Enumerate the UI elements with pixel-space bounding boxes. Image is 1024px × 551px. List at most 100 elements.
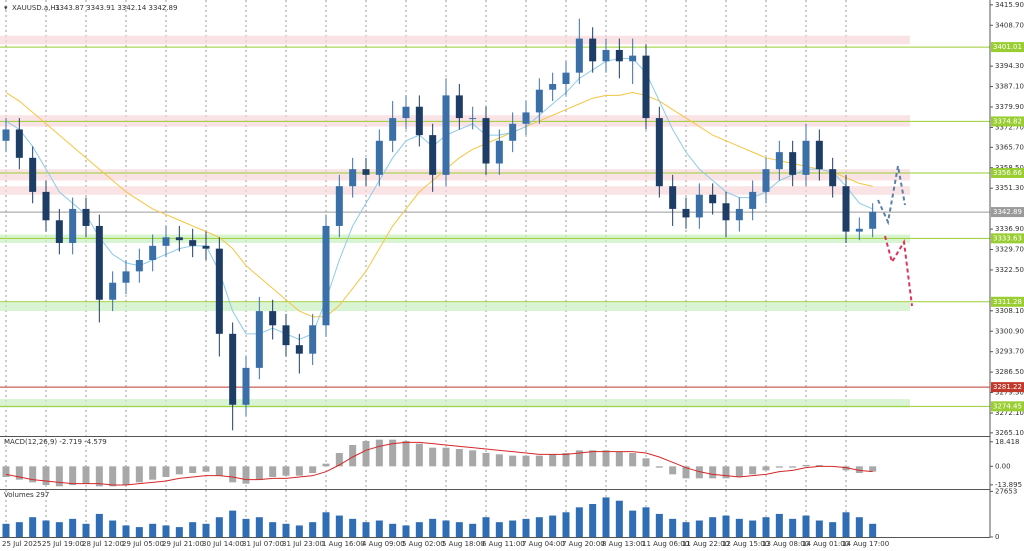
volume-bar (669, 518, 677, 537)
x-tick-label: 13 Aug 08:00 (762, 540, 809, 548)
candle-body (402, 106, 410, 119)
candle-body (282, 325, 290, 346)
volume-bar (695, 520, 703, 537)
volume-bar (575, 507, 583, 537)
candle-body (722, 203, 730, 221)
volume-bar (429, 518, 437, 537)
macd-bar (762, 466, 770, 471)
level-tag (991, 116, 1024, 127)
volume-bar (202, 523, 210, 537)
y-tick-label: 3394.30 (995, 62, 1024, 70)
candle-body (735, 208, 743, 221)
volume-bar (495, 522, 503, 537)
volume-bar (762, 517, 770, 537)
macd-bar (349, 445, 357, 467)
macd-bar (575, 450, 583, 467)
candle-body (482, 118, 490, 164)
macd-bar (709, 466, 717, 479)
y-tick-label: 3408.70 (995, 21, 1024, 29)
candle-body (42, 191, 50, 221)
volume-bar (149, 523, 157, 537)
zone (0, 35, 910, 45)
macd-bar (602, 450, 610, 467)
y-tick-label: 3387.10 (995, 83, 1024, 91)
x-tick-label: 1 Aug 16:00 (322, 540, 365, 548)
x-tick-label: 30 Jul 14:00 (202, 540, 244, 548)
candle-body (695, 194, 703, 218)
volume-bar (375, 520, 383, 537)
x-tick-label: 11 Aug 22:00 (682, 540, 729, 548)
zone (0, 399, 910, 408)
x-tick-label: 8 Aug 13:00 (602, 540, 645, 548)
candle-body (335, 186, 343, 226)
candle-body (122, 271, 130, 283)
volume-bar (535, 517, 543, 537)
macd-bar (735, 466, 743, 477)
volume-bar (95, 513, 103, 537)
candle-body (469, 118, 477, 120)
level-label: 3333.63 (993, 234, 1022, 242)
y-tick-label: 3322.50 (995, 266, 1024, 274)
y-tick-label: 3300.90 (995, 327, 1024, 335)
macd-bar (42, 466, 50, 485)
volume-bar (162, 525, 170, 537)
volume-bar (295, 525, 303, 537)
level-label: 3374.82 (993, 117, 1022, 125)
candle-body (789, 152, 797, 175)
volume-bar (215, 517, 223, 537)
volume-bar (229, 510, 237, 537)
macd-bar (775, 466, 783, 468)
macd-bar (69, 466, 77, 485)
forecast-down (884, 235, 913, 307)
y-tick-label: 3415.90 (995, 1, 1024, 9)
volume-bar (682, 522, 690, 537)
candle-body (69, 208, 77, 243)
volume-bar (15, 522, 23, 537)
y-tick-label: 3279.30 (995, 389, 1024, 397)
volume-bar (242, 518, 250, 537)
zone (0, 115, 910, 127)
zone (0, 302, 910, 312)
macd-bar (722, 466, 730, 479)
level-tag (991, 42, 1024, 53)
y-tick-label: 3265.10 (995, 429, 1024, 437)
macd-bar (549, 454, 557, 467)
macd-bar (122, 466, 130, 485)
volume-bar (335, 515, 343, 537)
macd-bar (362, 441, 370, 467)
macd-bar (869, 466, 877, 472)
candle-body (575, 38, 583, 73)
macd-bar (655, 466, 663, 468)
y-tick-label: 0.00 (995, 462, 1011, 470)
y-tick-label: 3358.50 (995, 164, 1024, 172)
candle-body (829, 169, 837, 187)
x-tick-label: 14 Aug 17:00 (842, 540, 889, 548)
candle-body (55, 220, 63, 243)
candle-body (309, 325, 317, 354)
volume-bar (122, 525, 130, 537)
volume-bar (269, 522, 277, 537)
volume-bar (722, 515, 730, 537)
macd-bar (682, 466, 690, 479)
zone (0, 169, 910, 181)
macd-bar (495, 454, 503, 467)
macd-bar (522, 455, 530, 467)
macd-bar (2, 466, 10, 477)
macd-bar (215, 466, 223, 476)
macd-bar (749, 466, 757, 475)
y-tick-label: 3308.10 (995, 307, 1024, 315)
x-tick-label: 29 Jul 21:00 (162, 540, 204, 548)
candle-body (442, 95, 450, 175)
moving-average (5, 57, 873, 341)
volume-bar (709, 517, 717, 537)
macd-bar (615, 451, 623, 467)
candle-body (615, 49, 623, 62)
volume-bar (415, 522, 423, 537)
y-tick-label: 3286.50 (995, 368, 1024, 376)
candle-body (175, 237, 183, 241)
macd-bar (855, 466, 863, 473)
candle-body (322, 225, 330, 326)
